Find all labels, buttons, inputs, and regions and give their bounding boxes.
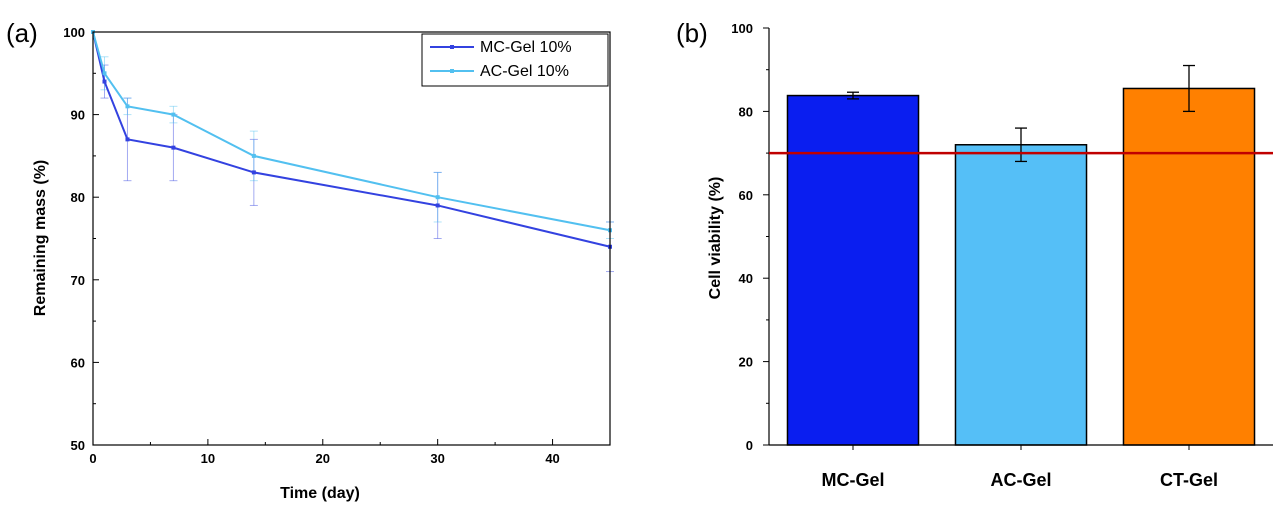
panel-a-label: (a)	[6, 18, 38, 48]
panel-b-y-axis-title: Cell viability (%)	[707, 177, 724, 300]
bar-ct-gel	[1122, 87, 1256, 446]
x-tick-label: 20	[316, 451, 330, 466]
y-tick-label: 90	[71, 108, 85, 123]
panel-a-ticks: 0 10 20 30 40 50 60 70 80 90 100	[63, 25, 559, 466]
data-point-ac-gel-10	[171, 112, 176, 117]
x-tick-label: 40	[545, 451, 559, 466]
data-point-mc-gel-10	[125, 137, 130, 142]
y-tick-label: 60	[739, 188, 753, 203]
panel-b-label: (b)	[676, 18, 708, 48]
y-tick-label: 60	[71, 355, 85, 370]
bar-ac-gel	[954, 144, 1088, 446]
panel-a-plot-frame	[92, 31, 611, 446]
panel-b-bar-chart: (b) 0 20 40 60 80 100 MC-Gel AC-Gel CT-Gel Cell…	[676, 18, 1273, 490]
y-tick-label: 80	[71, 190, 85, 205]
y-tick-label: 70	[71, 273, 85, 288]
panel-a-x-axis-title: Time (day)	[280, 485, 360, 502]
legend-label-ac-gel: AC-Gel 10%	[480, 63, 569, 80]
data-point-ac-gel-10	[102, 71, 107, 76]
legend-label-mc-gel: MC-Gel 10%	[480, 39, 572, 56]
panel-b-error-bars	[847, 64, 1195, 163]
data-point-mc-gel-10	[102, 79, 107, 84]
panel-a-legend: MC-Gel 10% AC-Gel 10%	[421, 33, 609, 87]
legend-marker-mc-gel	[450, 45, 454, 49]
data-point-mc-gel-10	[251, 170, 256, 175]
x-tick-label: 0	[89, 451, 96, 466]
y-tick-label: 40	[739, 271, 753, 286]
data-point-mc-gel-10	[435, 203, 440, 208]
y-tick-label: 20	[739, 355, 753, 370]
category-label-mc-gel: MC-Gel	[822, 470, 885, 490]
bar-mc-gel	[786, 94, 920, 446]
data-point-ac-gel-10	[125, 104, 130, 109]
y-tick-label: 100	[63, 25, 85, 40]
panel-b-ticks: 0 20 40 60 80 100	[731, 21, 769, 453]
data-point-mc-gel-10	[171, 145, 176, 150]
y-tick-label: 100	[731, 21, 753, 36]
x-tick-label: 30	[430, 451, 444, 466]
panel-a-y-axis-title: Remaining mass (%)	[32, 160, 49, 316]
x-tick-label: 10	[201, 451, 215, 466]
category-label-ac-gel: AC-Gel	[990, 470, 1051, 490]
panel-b-category-labels: MC-Gel AC-Gel CT-Gel	[822, 445, 1218, 490]
legend-marker-ac-gel	[450, 69, 454, 73]
y-tick-label: 0	[746, 438, 753, 453]
panel-a-line-chart: (a) 0 10 20 30 40 50 60 70 80 90 100 Time (day) Re…	[6, 18, 614, 502]
panel-a-error-bars	[100, 56, 614, 273]
legend-box	[421, 33, 609, 87]
y-tick-label: 80	[739, 104, 753, 119]
data-point-ac-gel-10	[435, 195, 440, 200]
category-label-ct-gel: CT-Gel	[1160, 470, 1218, 490]
data-point-ac-gel-10	[251, 153, 256, 158]
y-tick-label: 50	[71, 438, 85, 453]
